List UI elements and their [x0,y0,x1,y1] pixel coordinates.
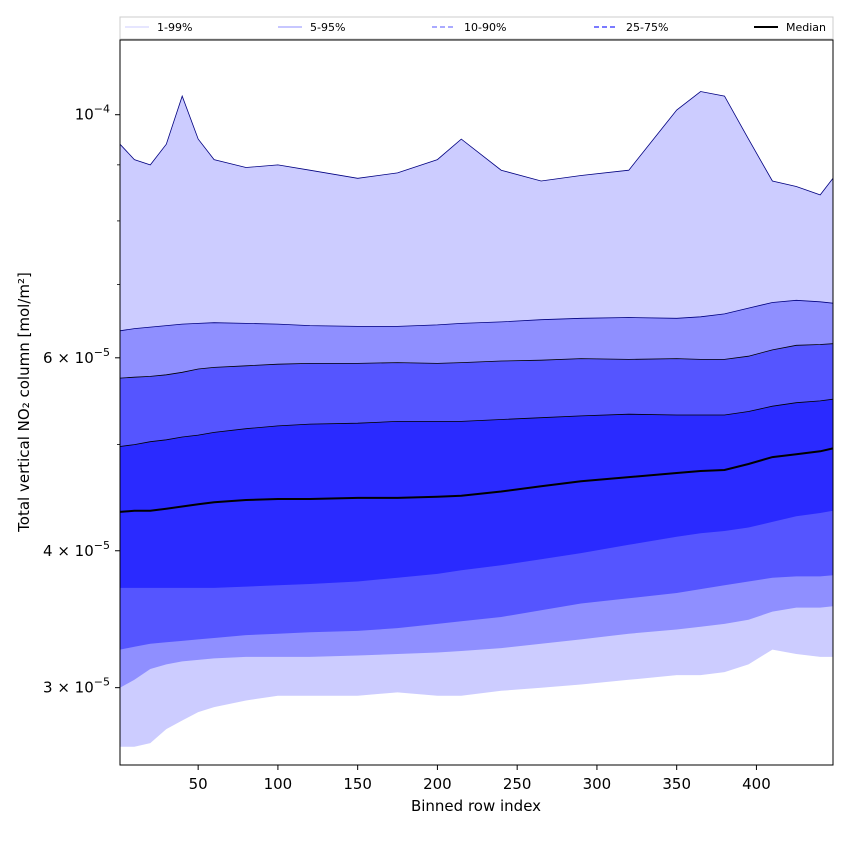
y-axis: 10−4 6 × 10−5 4 × 10−5 3 × 10−5 [43,103,120,697]
x-tick-label: 300 [583,775,612,793]
plot-frame [119,39,834,766]
x-tick-label: 100 [264,775,293,793]
band-upper-line-5-95% [119,299,834,332]
median-line [119,447,834,513]
x-axis-label: Binned row index [411,797,541,815]
x-tick-label: 150 [343,775,372,793]
median-series [119,447,834,513]
x-tick-label: 50 [189,775,208,793]
legend-label: 25-75% [626,21,668,34]
x-tick-label: 250 [503,775,532,793]
band-upper-line-1-99% [119,91,834,196]
x-tick-label: 400 [742,775,771,793]
percentile-bands [119,91,834,747]
y-tick-label: 6 × 10−5 [43,346,110,367]
x-tick-label: 200 [423,775,452,793]
legend: 1-99% 5-95% 10-90% 25-75% Median [119,16,834,40]
band-upper-line-25-75% [119,398,834,447]
legend-box [119,16,834,40]
y-tick-label: 3 × 10−5 [43,676,110,697]
band-upper-line-10-90% [119,343,834,379]
y-tick-label: 4 × 10−5 [43,539,110,560]
legend-label: 5-95% [310,21,345,34]
y-axis-label: Total vertical NO₂ column [mol/m²] [15,272,33,533]
y-tick-label: 10−4 [75,103,110,124]
legend-label: Median [786,21,826,34]
x-axis: 50 100 150 200 250 300 350 400 [189,765,771,793]
x-tick-label: 350 [662,775,691,793]
legend-label: 10-90% [464,21,506,34]
legend-label: 1-99% [157,21,192,34]
